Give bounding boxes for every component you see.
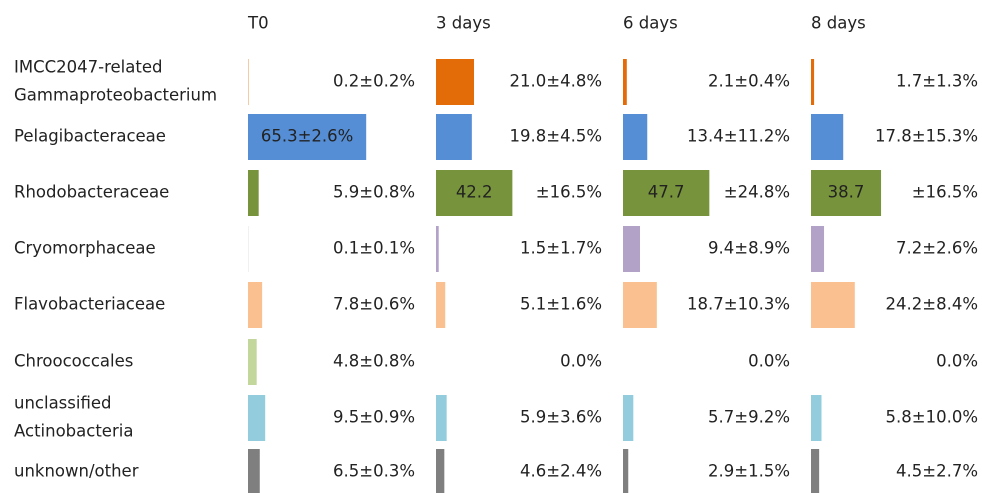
row-label: Actinobacteria — [14, 422, 133, 441]
value-label: 1.7±1.3% — [896, 72, 978, 91]
bar — [623, 226, 641, 272]
bar — [623, 170, 710, 216]
bar — [248, 395, 266, 441]
value-label: 2.1±0.4% — [708, 72, 790, 91]
bar — [623, 114, 648, 160]
value-label: 24.2±8.4% — [886, 295, 978, 314]
bar — [248, 170, 259, 216]
row-label: Rhodobacteraceae — [14, 183, 169, 202]
bar — [436, 170, 513, 216]
value-label: 0.1±0.1% — [333, 239, 415, 258]
bar — [248, 339, 257, 385]
bar — [436, 282, 446, 328]
row-label: Flavobacteriaceae — [14, 295, 165, 314]
bar — [248, 282, 263, 328]
value-label: 2.9±1.5% — [708, 462, 790, 481]
bar — [436, 395, 447, 441]
value-label: 1.5±1.7% — [520, 239, 602, 258]
bar — [811, 59, 815, 105]
bar — [436, 59, 475, 105]
bar — [436, 226, 439, 272]
value-label: 5.9±0.8% — [333, 183, 415, 202]
value-label: 4.6±2.4% — [520, 462, 602, 481]
bar — [248, 449, 260, 493]
bar — [811, 449, 820, 493]
value-label: 38.7 — [828, 183, 865, 202]
value-label: 5.9±3.6% — [520, 408, 602, 427]
value-label: 47.7 — [648, 183, 685, 202]
column-header: 6 days — [623, 14, 678, 33]
error-label: ±24.8% — [724, 183, 790, 202]
value-label: 4.8±0.8% — [333, 352, 415, 371]
row-label: Chroococcales — [14, 352, 133, 371]
value-label: 9.5±0.9% — [333, 408, 415, 427]
value-label: 18.7±10.3% — [687, 295, 790, 314]
value-label: 4.5±2.7% — [896, 462, 978, 481]
row-label: IMCC2047-related — [14, 58, 162, 77]
value-label: 5.8±10.0% — [886, 408, 978, 427]
value-label: 42.2 — [456, 183, 493, 202]
value-label: 9.4±8.9% — [708, 239, 790, 258]
value-label: 17.8±15.3% — [875, 127, 978, 146]
value-label: 21.0±4.8% — [510, 72, 602, 91]
value-label: 0.0% — [748, 352, 790, 371]
row-label: Pelagibacteraceae — [14, 127, 166, 146]
bar — [811, 170, 882, 216]
column-header: 8 days — [811, 14, 866, 33]
bar — [811, 226, 825, 272]
column-header: T0 — [247, 14, 269, 33]
value-label: 19.8±4.5% — [510, 127, 602, 146]
error-label: ±16.5% — [912, 183, 978, 202]
row-label: Cryomorphaceae — [14, 239, 156, 258]
value-label: 0.0% — [560, 352, 602, 371]
value-label: 5.7±9.2% — [708, 408, 790, 427]
bar — [811, 114, 844, 160]
value-label: 13.4±11.2% — [687, 127, 790, 146]
bar — [623, 449, 629, 493]
value-label: 5.1±1.6% — [520, 295, 602, 314]
row-label: Gammaproteobacterium — [14, 86, 217, 105]
value-label: 0.0% — [936, 352, 978, 371]
bar — [248, 114, 367, 160]
bar — [623, 395, 634, 441]
bar — [436, 449, 445, 493]
bar — [811, 395, 822, 441]
column-header: 3 days — [436, 14, 491, 33]
value-label: 6.5±0.3% — [333, 462, 415, 481]
value-label: 65.3±2.6% — [261, 127, 353, 146]
bar — [623, 59, 627, 105]
row-label: unclassified — [14, 394, 111, 413]
value-label: 0.2±0.2% — [333, 72, 415, 91]
bar — [811, 282, 855, 328]
value-label: 7.2±2.6% — [896, 239, 978, 258]
row-label: unknown/other — [14, 462, 139, 481]
value-label: 7.8±0.6% — [333, 295, 415, 314]
error-label: ±16.5% — [536, 183, 602, 202]
bar — [436, 114, 472, 160]
bar — [623, 282, 657, 328]
